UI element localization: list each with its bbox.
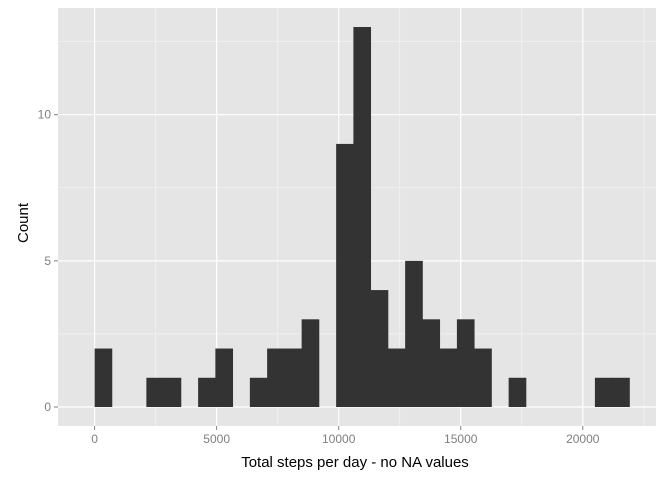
x-axis-title: Total steps per day - no NA values <box>241 454 469 471</box>
histogram-bar <box>422 319 441 407</box>
histogram-bar <box>146 377 165 407</box>
histogram-bar <box>594 377 613 407</box>
x-tick-label: 10000 <box>322 432 356 446</box>
histogram-bar <box>284 348 303 407</box>
histogram-bar <box>267 348 285 407</box>
x-tick-label: 20000 <box>566 432 600 446</box>
histogram-bar <box>301 319 320 407</box>
histogram-bar <box>94 348 113 407</box>
y-tick-label: 10 <box>38 108 52 122</box>
histogram-bar <box>612 377 630 407</box>
x-axis-ticks: 0 5000 10000 15000 20000 <box>91 426 600 446</box>
histogram-bar <box>353 27 372 407</box>
histogram-bar <box>336 143 354 407</box>
histogram-bar <box>456 319 475 407</box>
y-tick-label: 0 <box>44 400 51 414</box>
histogram-bar <box>387 348 406 407</box>
histogram-bar <box>198 377 216 407</box>
y-axis-title: Count <box>15 202 32 243</box>
histogram-bar <box>439 348 458 407</box>
histogram-bar <box>215 348 234 407</box>
histogram-bar <box>249 377 268 407</box>
histogram-bar <box>163 377 182 407</box>
x-tick-label: 15000 <box>444 432 478 446</box>
histogram-bar <box>405 260 423 407</box>
x-tick-label: 5000 <box>203 432 230 446</box>
histogram-bars <box>94 27 630 407</box>
y-tick-label: 5 <box>44 254 51 268</box>
x-tick-label: 0 <box>91 432 98 446</box>
y-axis-ticks: 0 5 10 <box>38 108 58 414</box>
histogram-bar <box>474 348 492 407</box>
histogram-bar <box>508 377 527 407</box>
histogram-bar <box>370 290 389 407</box>
